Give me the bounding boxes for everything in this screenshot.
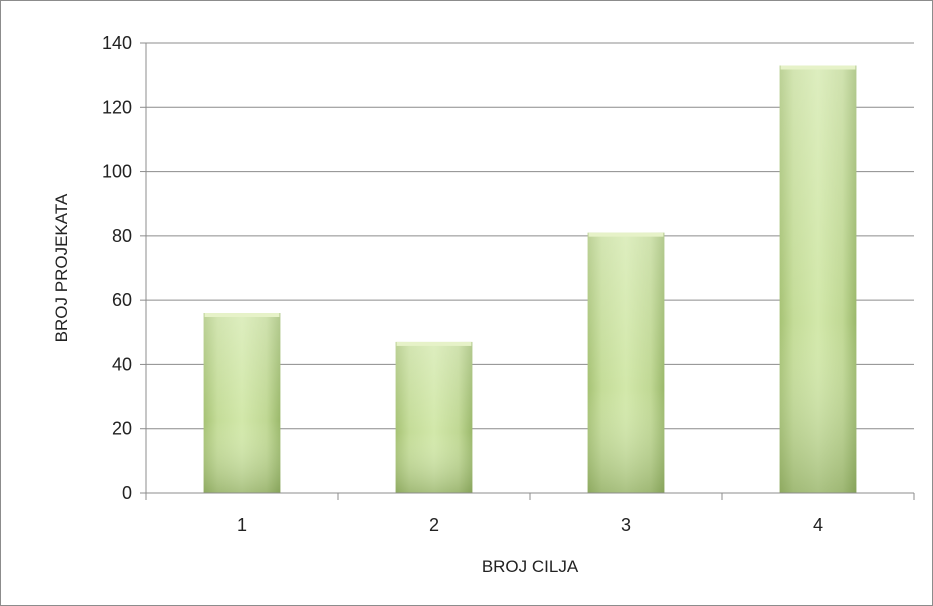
axes (140, 42, 915, 500)
bar-top-highlight (588, 232, 664, 237)
x-axis-title: BROJ CILJA (482, 557, 579, 576)
bar-top-highlight (204, 313, 280, 317)
bar-shade (779, 65, 857, 493)
bar-top-highlight (780, 65, 856, 70)
x-tick-label: 4 (813, 515, 823, 535)
x-tick-label: 3 (621, 515, 631, 535)
bar-2 (395, 341, 473, 493)
bar-top-highlight (396, 341, 472, 346)
y-tick-label: 60 (112, 290, 132, 310)
y-tick-label: 140 (102, 33, 132, 53)
y-axis-title: BROJ PROJEKATA (52, 193, 71, 342)
bar-1 (203, 313, 281, 493)
y-tick-label: 100 (102, 162, 132, 182)
bar-shade (203, 313, 281, 493)
bar-3 (587, 232, 665, 493)
y-tick-label: 20 (112, 419, 132, 439)
y-tick-label: 40 (112, 354, 132, 374)
bar-shade (587, 232, 665, 493)
bars (203, 65, 857, 493)
bar-4 (779, 65, 857, 493)
y-tick-label: 120 (102, 97, 132, 117)
bar-shade (395, 341, 473, 493)
y-tick-label: 0 (122, 483, 132, 503)
x-tick-labels: 1 2 3 4 (237, 515, 823, 535)
y-tick-labels: 0 20 40 60 80 100 120 140 (102, 33, 132, 503)
y-tick-label: 80 (112, 226, 132, 246)
x-tick-label: 2 (429, 515, 439, 535)
x-tick-label: 1 (237, 515, 247, 535)
